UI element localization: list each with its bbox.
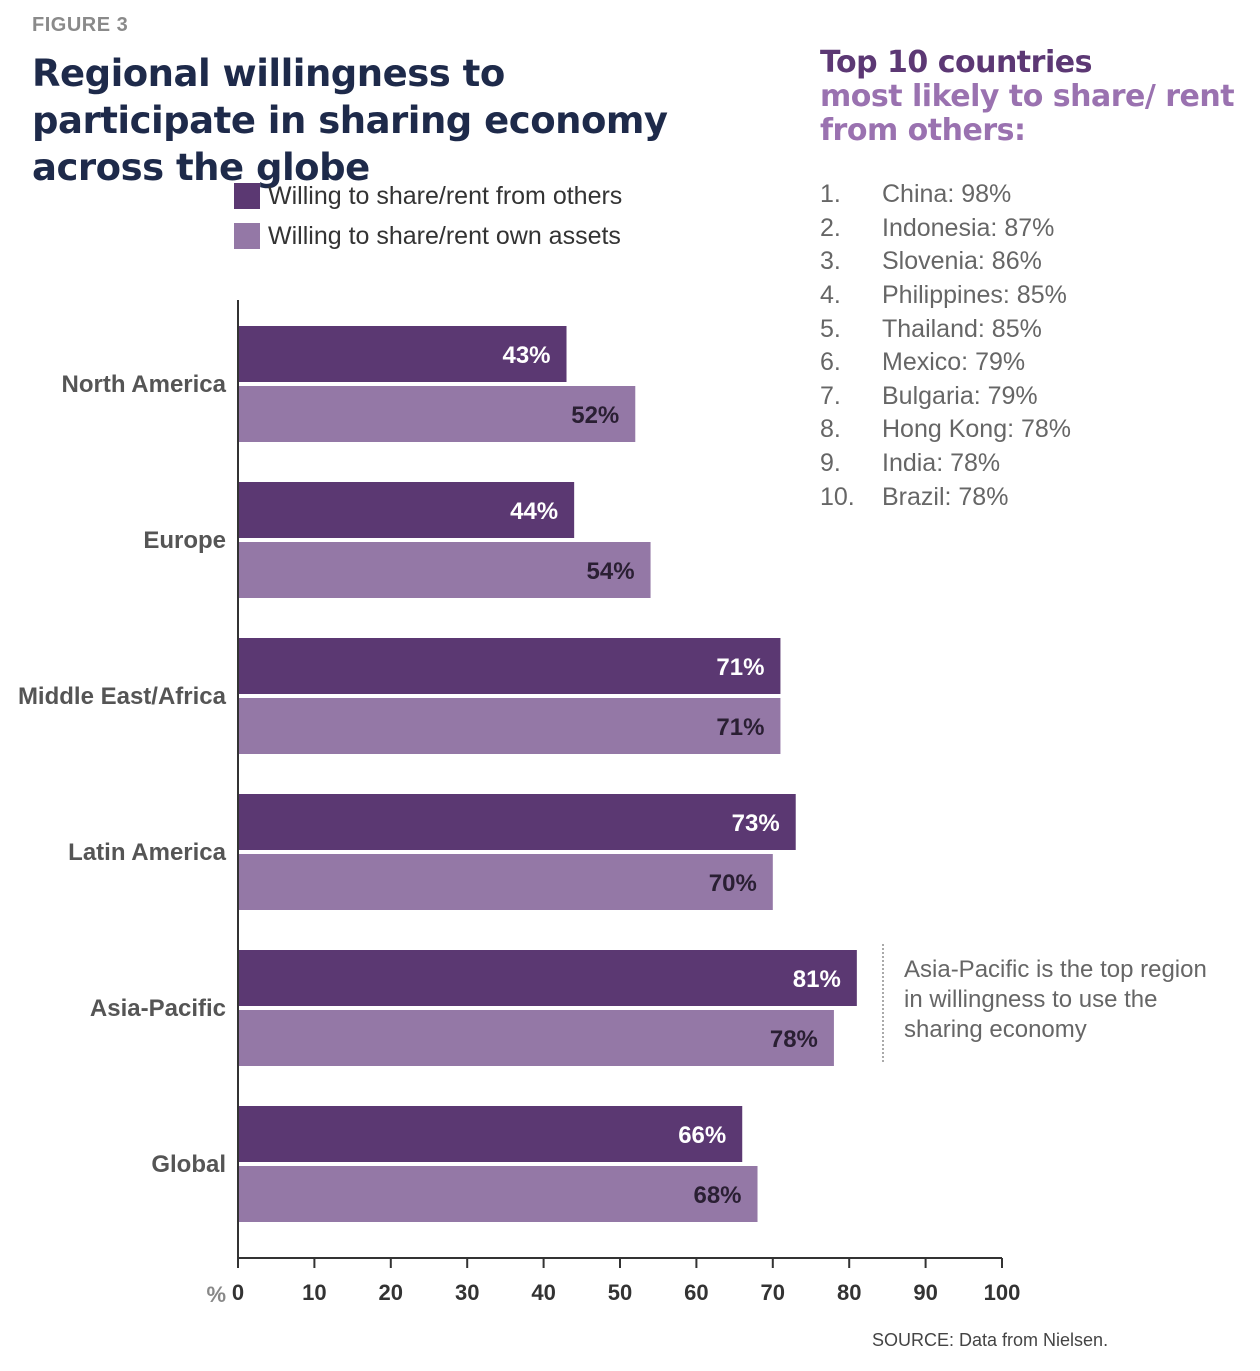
bar-from-others <box>238 326 567 382</box>
bar-value-label: 71% <box>716 714 764 741</box>
bar-value-label: 73% <box>732 810 780 837</box>
category-label: Middle East/Africa <box>18 683 227 710</box>
top-heading-line2: most likely to share/ rent from others: <box>820 79 1235 148</box>
list-text: Mexico: 79% <box>882 348 1026 377</box>
bar-own-assets <box>238 1166 758 1222</box>
list-rank: 6. <box>820 348 841 377</box>
bar-own-assets <box>238 386 636 442</box>
bar-value-label: 66% <box>678 1122 726 1149</box>
x-tick-label: 70 <box>761 1280 785 1305</box>
list-rank: 8. <box>820 415 841 444</box>
x-tick-label: 10 <box>302 1280 326 1305</box>
list-item: 7. Bulgaria: 79% <box>820 380 1071 414</box>
category-label: North America <box>62 371 227 398</box>
list-item: 9. India: 78% <box>820 447 1071 481</box>
x-tick-label: 60 <box>684 1280 708 1305</box>
list-rank: 1. <box>820 180 841 209</box>
list-rank: 10. <box>820 482 855 511</box>
x-tick-label: 0 <box>232 1280 244 1305</box>
category-label: Global <box>151 1151 226 1178</box>
bar-value-label: 71% <box>716 654 764 681</box>
list-item: 8. Hong Kong: 78% <box>820 413 1071 447</box>
list-text: China: 98% <box>882 180 1012 209</box>
list-rank: 3. <box>820 247 841 276</box>
bar-from-others <box>238 950 857 1006</box>
bar-from-others <box>238 482 575 538</box>
list-text: India: 78% <box>882 449 1001 478</box>
bar-value-label: 44% <box>510 498 558 525</box>
bar-value-label: 52% <box>571 402 619 429</box>
list-item: 3. Slovenia: 86% <box>820 245 1071 279</box>
legend-swatch-series2 <box>234 223 260 249</box>
bar-value-label: 70% <box>709 870 757 897</box>
x-unit-label: % <box>206 1282 226 1307</box>
x-tick-label: 50 <box>608 1280 632 1305</box>
bar-value-label: 43% <box>502 342 550 369</box>
list-text: Brazil: 78% <box>882 482 1009 511</box>
bar-value-label: 54% <box>587 558 635 585</box>
x-tick-label: 90 <box>913 1280 937 1305</box>
x-tick-label: 100 <box>984 1280 1021 1305</box>
top-countries-heading: Top 10 countries most likely to share/ r… <box>820 46 1240 148</box>
legend-label-series2: Willing to share/rent own assets <box>268 221 621 250</box>
top-heading-line1: Top 10 countries <box>820 45 1092 80</box>
list-item: 10. Brazil: 78% <box>820 480 1071 514</box>
x-tick-label: 40 <box>531 1280 555 1305</box>
bar-from-others <box>238 794 796 850</box>
bar-value-label: 68% <box>693 1182 741 1209</box>
list-rank: 5. <box>820 314 841 343</box>
bar-value-label: 81% <box>793 966 841 993</box>
bar-from-others <box>238 638 781 694</box>
list-text: Thailand: 85% <box>882 314 1042 343</box>
x-tick-label: 30 <box>455 1280 479 1305</box>
callout-divider <box>882 944 884 1062</box>
category-label: Latin America <box>68 839 226 866</box>
list-text: Indonesia: 87% <box>882 213 1055 242</box>
list-rank: 7. <box>820 381 841 410</box>
top-countries-list: 1. China: 98% 2. Indonesia: 87% 3. Slovenia… <box>820 178 1071 514</box>
category-label: Asia-Pacific <box>90 995 226 1022</box>
legend-item-series1: Willing to share/rent from others <box>234 176 622 216</box>
category-label: Europe <box>143 527 226 554</box>
legend-label-series1: Willing to share/rent from others <box>268 181 623 210</box>
bar-value-label: 78% <box>770 1026 818 1053</box>
bar-from-others <box>238 1106 743 1162</box>
list-text: Slovenia: 86% <box>882 247 1042 276</box>
x-tick-label: 80 <box>837 1280 861 1305</box>
bar-own-assets <box>238 542 651 598</box>
list-item: 1. China: 98% <box>820 178 1071 212</box>
list-rank: 9. <box>820 449 841 478</box>
chart-title: Regional willingness to participate in s… <box>32 52 668 189</box>
bar-own-assets <box>238 854 773 910</box>
legend-swatch-series1 <box>234 183 260 209</box>
legend-item-series2: Willing to share/rent own assets <box>234 216 622 256</box>
list-item: 2. Indonesia: 87% <box>820 212 1071 246</box>
list-item: 5. Thailand: 85% <box>820 312 1071 346</box>
legend: Willing to share/rent from others Willin… <box>234 176 622 256</box>
list-rank: 2. <box>820 213 841 242</box>
figure-label: FIGURE 3 <box>32 14 129 36</box>
callout-text: Asia-Pacific is the top region in willin… <box>904 956 1207 1043</box>
list-item: 4. Philippines: 85% <box>820 279 1071 313</box>
bar-own-assets <box>238 1010 834 1066</box>
source-note: SOURCE: Data from Nielsen. <box>872 1330 1109 1350</box>
list-item: 6. Mexico: 79% <box>820 346 1071 380</box>
list-rank: 4. <box>820 281 841 310</box>
x-tick-label: 20 <box>379 1280 403 1305</box>
list-text: Hong Kong: 78% <box>882 415 1072 444</box>
list-text: Bulgaria: 79% <box>882 381 1038 410</box>
list-text: Philippines: 85% <box>882 281 1067 310</box>
bar-own-assets <box>238 698 781 754</box>
